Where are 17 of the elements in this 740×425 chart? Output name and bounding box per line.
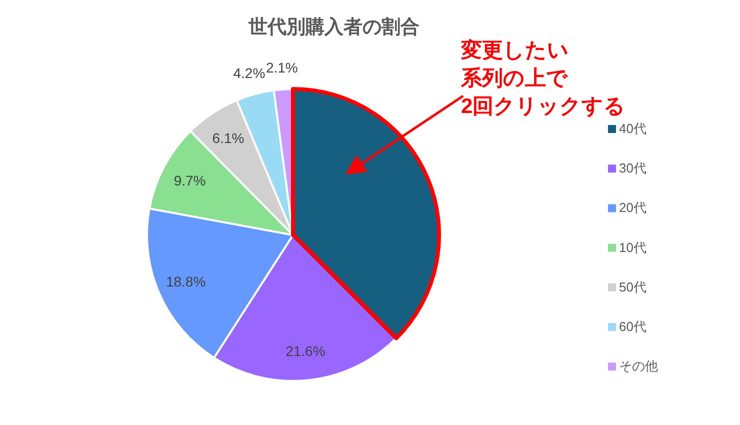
data-label: 4.2% [233, 64, 266, 81]
legend-label: 30代 [619, 160, 646, 176]
data-label: 2.1% [266, 59, 298, 76]
text: 2回クリックする [461, 95, 626, 118]
text: 変更したい [460, 38, 569, 62]
legend-label: 60代 [619, 319, 646, 334]
legend-label: 50代 [619, 279, 646, 294]
data-label: 21.6% [286, 343, 326, 360]
legend-label: 10代 [619, 240, 646, 255]
data-label: 18.8% [166, 273, 206, 290]
legend-label: 40代 [619, 121, 646, 136]
data-label: 9.7% [174, 172, 206, 188]
legend-label: その他 [619, 358, 658, 374]
text: 系列の上で [460, 67, 568, 90]
legend-label: 20代 [619, 200, 646, 216]
chart-title: 世代別購入者の割合 [248, 16, 420, 38]
data-label: 6.1% [212, 130, 244, 146]
